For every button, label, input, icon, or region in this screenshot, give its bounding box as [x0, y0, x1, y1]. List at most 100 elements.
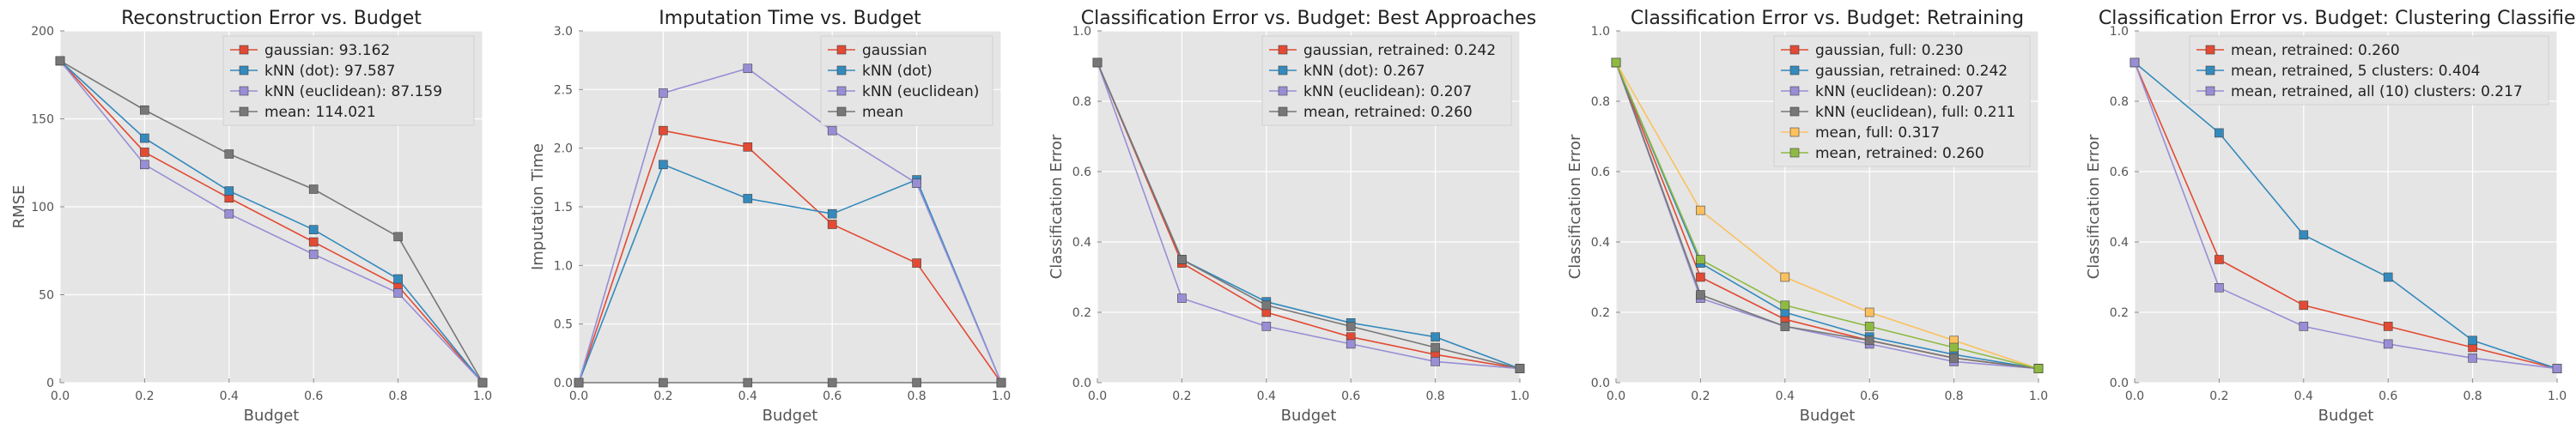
legend-entry: kNN (dot): 97.587: [264, 63, 395, 80]
data-point: [393, 288, 403, 298]
legend-marker: [836, 106, 847, 117]
data-point: [1949, 342, 1959, 353]
y-tick-label: 0.8: [2110, 95, 2129, 109]
legend-box: [1773, 35, 2031, 167]
data-point: [574, 378, 584, 388]
y-tick-label: 50: [39, 289, 54, 303]
data-point: [1696, 290, 1705, 299]
data-point: [912, 178, 921, 188]
data-point: [393, 232, 403, 242]
legend-entry: mean, retrained: 0.260: [1815, 145, 1984, 162]
series-line: [578, 130, 1002, 384]
x-tick-label: 0.8: [1944, 390, 1963, 403]
x-axis-label: Budget: [1281, 407, 1337, 425]
data-point: [2299, 230, 2309, 240]
x-tick-label: 0.2: [2209, 390, 2228, 403]
data-point: [393, 274, 403, 284]
series-line: [578, 67, 1002, 384]
x-tick-label: 0.8: [2463, 390, 2482, 403]
chart-title: Classification Error vs. Budget: Cluster…: [2099, 8, 2576, 29]
legend-entry: kNN (dot): 0.267: [1303, 63, 1425, 80]
data-point: [1431, 342, 1440, 353]
chart-title: Classification Error vs. Budget: Best Ap…: [1081, 8, 1536, 29]
series-line: [1097, 62, 1521, 370]
x-tick-label: 0.4: [220, 390, 239, 403]
y-axis-label: Classification Error: [1048, 134, 1066, 279]
data-point: [1515, 364, 1525, 373]
data-point: [224, 186, 234, 196]
chart-title: Reconstruction Error vs. Budget: [121, 8, 422, 29]
data-point: [2215, 255, 2224, 264]
legend-marker: [836, 45, 847, 55]
series-line: [59, 60, 483, 384]
series-line: [2134, 62, 2558, 370]
y-tick-label: 2.0: [554, 142, 573, 156]
x-tick-label: 0.4: [1776, 390, 1795, 403]
x-tick-label: 0.2: [135, 390, 154, 403]
data-point: [827, 378, 837, 388]
y-axis-label: RMSE: [10, 185, 28, 229]
chart-panel-2: 0.0 0.2 0.4 0.6 0.8 1.0 0.0 0.5 1.0 1.5 2.0 2.5 3.0 I…: [529, 8, 1011, 425]
x-tick-label: 0.6: [2379, 390, 2397, 403]
legend-marker: [1278, 106, 1288, 117]
chart-panel-3: 0.0 0.2 0.4 0.6 0.8 1.00.00.20.40.60.81.0Clas…: [1048, 8, 1536, 425]
y-tick-label: 1.0: [1591, 25, 1610, 39]
data-point: [140, 148, 149, 157]
legend-entry: gaussian, full: 0.230: [1815, 42, 1963, 59]
legend-entry: kNN (euclidean): 0.207: [1815, 83, 1984, 100]
y-tick-label: 0.8: [1072, 95, 1091, 109]
y-axis-label: Imputation Time: [529, 143, 547, 270]
data-point: [2299, 322, 2309, 331]
legend-entry: mean: 114.021: [264, 104, 376, 121]
data-point: [743, 142, 753, 152]
legend-entry: kNN (euclidean): 0.207: [1303, 83, 1472, 100]
data-point: [1696, 205, 1705, 215]
data-point: [827, 220, 837, 229]
x-tick-label: 0.6: [1341, 390, 1360, 403]
y-tick-label: 2.5: [554, 83, 573, 97]
data-point: [55, 56, 65, 66]
y-tick-label: 0.2: [1072, 306, 1091, 320]
y-tick-label: 0.2: [1591, 306, 1610, 320]
y-tick-label: 0.6: [1591, 166, 1610, 179]
legend: gaussian kNN (dot) kNN (euclidean) mean: [820, 35, 993, 126]
legend-entry: mean, retrained, 5 clusters: 0.404: [2231, 63, 2480, 80]
legend-entry: gaussian, retrained: 0.242: [1303, 42, 1496, 59]
data-point: [308, 237, 319, 247]
x-axis-label: Budget: [762, 407, 818, 425]
data-point: [659, 88, 668, 98]
legend-marker: [1789, 86, 1800, 96]
chart-panel-5: 0.0 0.2 0.4 0.6 0.8 1.00.00.20.40.60.81.0Clas…: [2085, 8, 2576, 425]
x-tick-label: 1.0: [1510, 390, 1529, 403]
data-point: [2383, 339, 2393, 349]
x-tick-label: 0.6: [823, 390, 841, 403]
series-line: [59, 60, 483, 384]
chart-panel-4: 0.0 0.2 0.4 0.6 0.8 1.0 0.0 0.2 0.4 0.6 0.8 1.0 Clas…: [1566, 8, 2048, 425]
legend-marker: [239, 45, 249, 55]
x-tick-label: 1.0: [2548, 390, 2567, 403]
data-point: [743, 194, 753, 203]
y-tick-label: 0.6: [2110, 166, 2129, 179]
chart-title: Imputation Time vs. Budget: [659, 8, 921, 29]
legend-entry: gaussian: [862, 42, 927, 59]
chart-title: Classification Error vs. Budget: Retrain…: [1631, 8, 2024, 29]
legend-marker: [239, 106, 249, 117]
data-point: [1346, 322, 1356, 331]
data-point: [912, 378, 921, 388]
data-point: [140, 160, 149, 170]
y-tick-label: 100: [31, 201, 54, 214]
data-point: [659, 125, 668, 136]
legend: mean, retrained: 0.260 mean, retrained, 5…: [2189, 35, 2549, 106]
data-point: [1177, 255, 1187, 264]
data-point: [2383, 272, 2393, 282]
legend-marker: [1789, 45, 1800, 55]
data-point: [827, 125, 837, 136]
legend-marker: [1789, 148, 1800, 158]
legend: gaussian, retrained: 0.242 kNN (dot): 0.2…: [1261, 35, 1512, 126]
y-axis-label: Classification Error: [2085, 134, 2103, 279]
data-point: [996, 378, 1006, 388]
x-tick-label: 0.6: [1860, 390, 1879, 403]
y-tick-label: 150: [31, 113, 54, 127]
data-point: [1092, 57, 1103, 68]
